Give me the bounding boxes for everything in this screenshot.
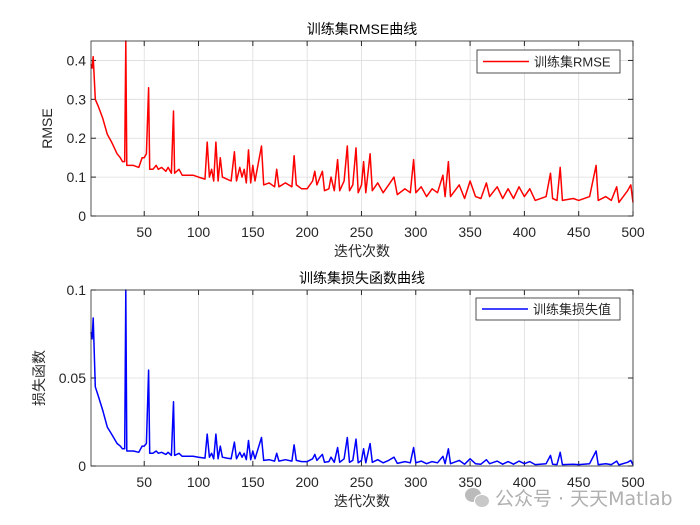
legend-label: 训练集RMSE: [534, 55, 611, 70]
axes-box: [90, 40, 634, 217]
series-line: [90, 40, 634, 204]
y-tick-label: 0.05: [59, 370, 86, 386]
legend-box: [476, 49, 621, 74]
legend: 训练集损失值: [475, 297, 621, 321]
x-tick-label: 100: [187, 224, 211, 240]
x-tick-label: 150: [241, 474, 265, 490]
chart-title: 训练集损失函数曲线: [299, 270, 425, 286]
watermark-text: 公众号 · 天天Matlab: [495, 488, 673, 510]
x-tick-label: 300: [404, 474, 428, 490]
chart-2: 50 100 150 200 250 300 350 400 450 500 0 0.05 0.1 训练集…: [31, 270, 645, 509]
x-tick-label: 150: [241, 224, 265, 240]
x-tick-label: 250: [350, 474, 374, 490]
x-tick-label: 50: [136, 224, 152, 240]
chart-title: 训练集RMSE曲线: [307, 21, 417, 37]
y-tick-label: 0.4: [67, 52, 87, 68]
y-axis-label: 损失函数: [31, 350, 47, 406]
x-tick-label: 400: [513, 224, 537, 240]
y-tick-label: 0.2: [67, 130, 87, 146]
x-tick-label: 400: [513, 474, 537, 490]
legend-label: 训练集损失值: [533, 302, 611, 317]
x-axis-label: 迭代次数: [334, 243, 390, 259]
axes-box: [90, 289, 634, 467]
y-tick-label: 0: [78, 458, 86, 474]
series-line: [90, 289, 634, 466]
x-tick-label: 450: [567, 474, 591, 490]
x-tick-label: 200: [295, 224, 319, 240]
x-tick-label: 500: [621, 224, 645, 240]
y-tick-label: 0.1: [67, 282, 87, 298]
x-tick-label: 200: [295, 474, 319, 490]
x-tick-label: 500: [621, 474, 645, 490]
y-axis-label: RMSE: [39, 108, 55, 148]
x-tick-label: 350: [458, 224, 482, 240]
x-tick-label: 450: [567, 224, 591, 240]
y-tick-label: 0: [78, 208, 86, 224]
y-tick-label: 0.1: [67, 169, 87, 185]
x-tick-label: 50: [136, 474, 152, 490]
legend-box: [475, 297, 621, 321]
legend: 训练集RMSE: [476, 49, 621, 74]
chart-1: 50 100 150 200 250 300 350 400 450 500 0 0.1 0.2 0.3 0…: [39, 21, 645, 259]
y-tick-label: 0.3: [67, 91, 87, 107]
x-tick-label: 300: [404, 224, 428, 240]
x-tick-label: 350: [458, 474, 482, 490]
wechat-icon: [465, 487, 490, 508]
x-tick-label: 250: [350, 224, 374, 240]
x-axis-label: 迭代次数: [334, 493, 390, 509]
watermark: 公众号 · 天天Matlab: [465, 484, 673, 511]
x-tick-label: 100: [187, 474, 211, 490]
